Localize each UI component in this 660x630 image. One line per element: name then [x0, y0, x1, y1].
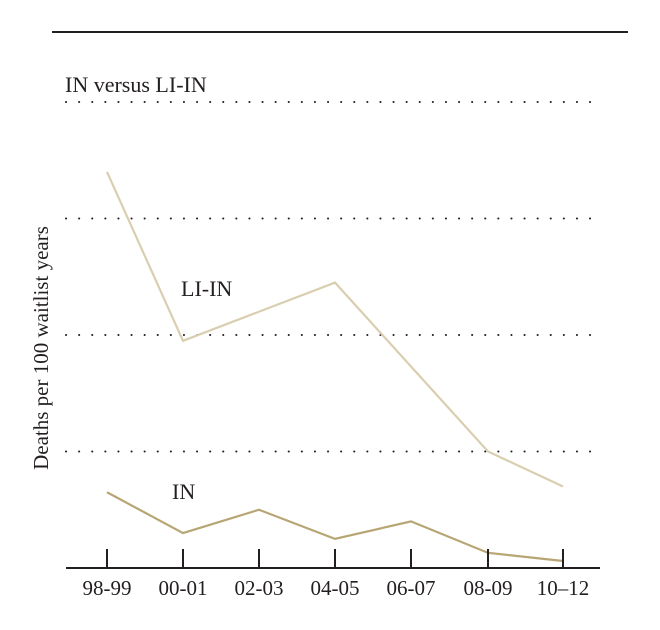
x-tick-label: 98-99: [83, 576, 132, 600]
x-tick-label: 02-03: [235, 576, 284, 600]
x-tick-label: 08-09: [464, 576, 513, 600]
x-tick-label: 04-05: [311, 576, 360, 600]
series-label-li-in: LI-IN: [181, 276, 232, 301]
series-labels: LI-IN IN: [172, 276, 232, 504]
x-tick-label: 06-07: [387, 576, 436, 600]
x-tick-label: 00-01: [159, 576, 208, 600]
y-axis-label: Deaths per 100 waitlist years: [29, 226, 53, 470]
chart-title: IN versus LI-IN: [65, 72, 207, 97]
series-line-li-in: [105, 171, 564, 488]
gridlines: [65, 101, 601, 453]
x-tick-label: 10–12: [537, 576, 590, 600]
series-label-in: IN: [172, 479, 195, 504]
x-ticks: 98-99 00-01 02-03 04-05 06-07 08-09 10–12: [83, 549, 590, 600]
